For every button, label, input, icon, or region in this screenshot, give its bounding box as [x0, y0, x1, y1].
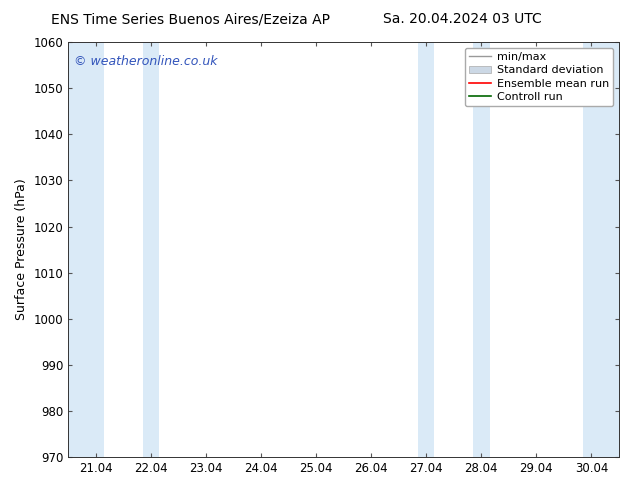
Y-axis label: Surface Pressure (hPa): Surface Pressure (hPa) — [15, 179, 28, 320]
Bar — [473, 42, 489, 457]
Legend: min/max, Standard deviation, Ensemble mean run, Controll run: min/max, Standard deviation, Ensemble me… — [465, 48, 614, 106]
Text: ENS Time Series Buenos Aires/Ezeiza AP: ENS Time Series Buenos Aires/Ezeiza AP — [51, 12, 330, 26]
Bar — [583, 42, 619, 457]
Bar — [143, 42, 159, 457]
Text: © weatheronline.co.uk: © weatheronline.co.uk — [74, 54, 217, 68]
Bar — [68, 42, 104, 457]
Text: Sa. 20.04.2024 03 UTC: Sa. 20.04.2024 03 UTC — [384, 12, 542, 26]
Bar — [418, 42, 434, 457]
